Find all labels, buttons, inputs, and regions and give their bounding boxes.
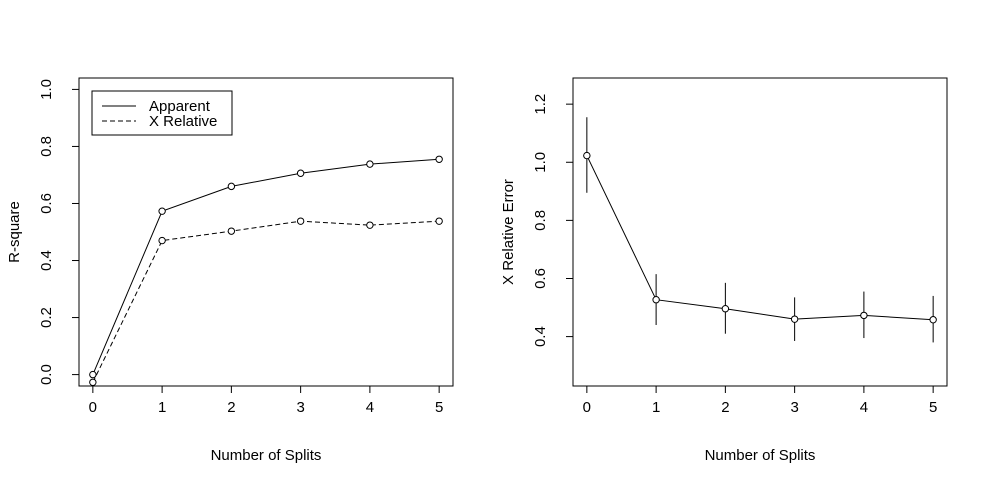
y-tick-label: 0.8 xyxy=(532,210,549,231)
data-point xyxy=(296,169,305,177)
data-point xyxy=(583,151,591,160)
series-line xyxy=(586,155,934,321)
data-point xyxy=(296,217,305,225)
y-tick-label: 1.0 xyxy=(532,152,549,173)
legend-label: X Relative xyxy=(149,113,217,130)
y-tick-label: 0.6 xyxy=(38,193,55,214)
plot-frame xyxy=(572,77,948,387)
y-tick-label: 0.2 xyxy=(38,307,55,328)
y-tick-label: 1.0 xyxy=(38,79,55,100)
x-axis-label: Number of Splits xyxy=(211,447,322,464)
data-point xyxy=(89,378,97,386)
data-point xyxy=(158,236,166,245)
x-tick-label: 1 xyxy=(652,399,660,416)
x-tick-label: 0 xyxy=(583,399,591,416)
data-point xyxy=(860,311,868,320)
x-axis-label: Number of Splits xyxy=(705,447,816,464)
data-point xyxy=(158,207,166,215)
y-axis-label: R-square xyxy=(6,201,23,263)
data-point xyxy=(435,155,443,163)
data-point xyxy=(790,315,799,323)
y-tick-label: 0.4 xyxy=(532,326,549,347)
x-tick-label: 4 xyxy=(860,399,868,416)
legend-label: Apparent xyxy=(149,98,211,115)
y-tick-label: 0.0 xyxy=(38,364,55,385)
r-square-panel: 0 1 2 3 4 5 0.0 0.2 0.4 0.6 0.8 1.0 Number of Splits… xyxy=(6,77,454,464)
x-tick-label: 3 xyxy=(790,399,798,416)
series-line xyxy=(92,158,440,375)
y-tick-label: 0.8 xyxy=(38,136,55,157)
data-point xyxy=(435,217,443,225)
y-tick-label: 1.2 xyxy=(532,94,549,115)
x-tick-label: 5 xyxy=(435,399,443,416)
legend-box xyxy=(91,90,233,136)
x-tick-label: 0 xyxy=(89,399,97,416)
y-tick-label: 0.4 xyxy=(38,250,55,271)
x-tick-label: 4 xyxy=(366,399,374,416)
y-tick-label: 0.6 xyxy=(532,268,549,289)
x-tick-label: 2 xyxy=(227,399,235,416)
data-point xyxy=(652,296,660,304)
data-point xyxy=(227,182,236,191)
x-tick-label: 1 xyxy=(158,399,166,416)
data-point xyxy=(929,316,937,324)
x-tick-label: 3 xyxy=(296,399,304,416)
data-point xyxy=(366,160,374,168)
x-tick-label: 5 xyxy=(929,399,937,416)
data-point xyxy=(721,305,730,313)
data-point xyxy=(366,221,374,229)
x-tick-label: 2 xyxy=(721,399,729,416)
series-line xyxy=(92,220,440,383)
y-axis-label: X Relative Error xyxy=(500,179,517,285)
relative-error-panel: 0 1 2 3 4 5 0.4 0.6 0.8 1.0 1.2 Number of Splits X R… xyxy=(500,77,948,464)
data-point xyxy=(227,227,236,235)
data-point xyxy=(89,370,97,379)
